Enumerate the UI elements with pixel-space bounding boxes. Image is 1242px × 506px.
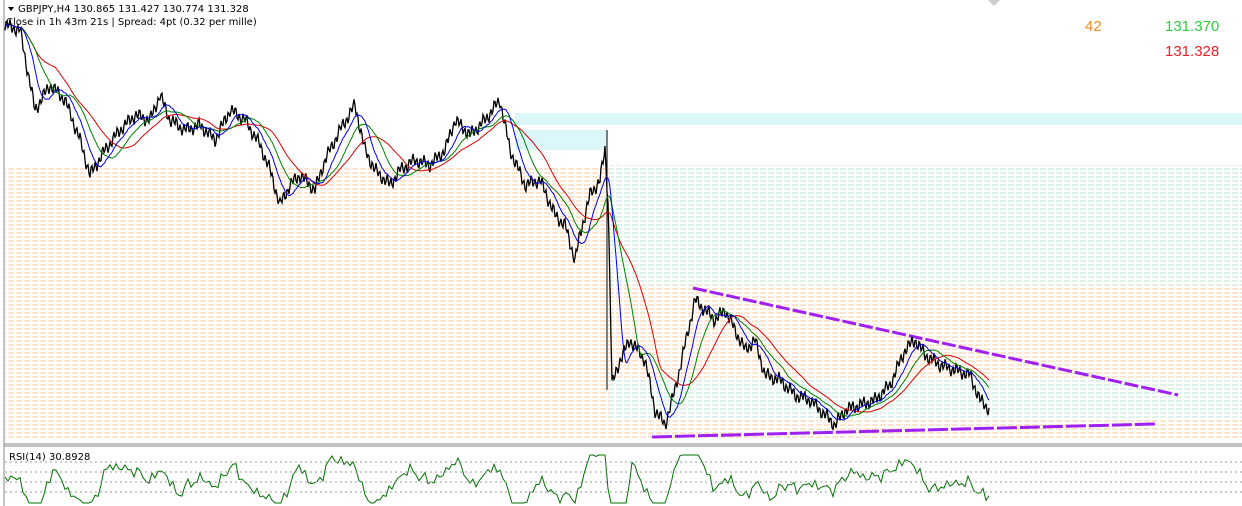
trendline-lower — [651, 422, 1156, 439]
zone-cyan — [515, 113, 1242, 125]
ask-price: 131.370 — [1165, 18, 1219, 35]
ma-green — [4, 23, 990, 417]
rsi-label: RSI(14) 30.8928 — [9, 452, 90, 463]
bid-price: 131.328 — [1165, 43, 1219, 60]
ma-blue — [4, 23, 990, 421]
zone-green — [610, 380, 1242, 420]
rsi-levels — [5, 461, 1242, 493]
ma-red — [4, 23, 990, 413]
count: 42 — [1085, 18, 1102, 35]
symbol-info: GBPJPY,H4 130.865 131.427 130.774 131.32… — [18, 4, 249, 15]
scroll-marker — [988, 0, 1000, 6]
zone-cyan — [515, 130, 607, 150]
zone-green — [610, 165, 1242, 285]
menu-arrow[interactable] — [8, 7, 14, 11]
trendline-upper — [692, 286, 1179, 397]
countdown: Close in 1h 43m 21s | Spread: 4pt (0.32 … — [6, 17, 257, 28]
